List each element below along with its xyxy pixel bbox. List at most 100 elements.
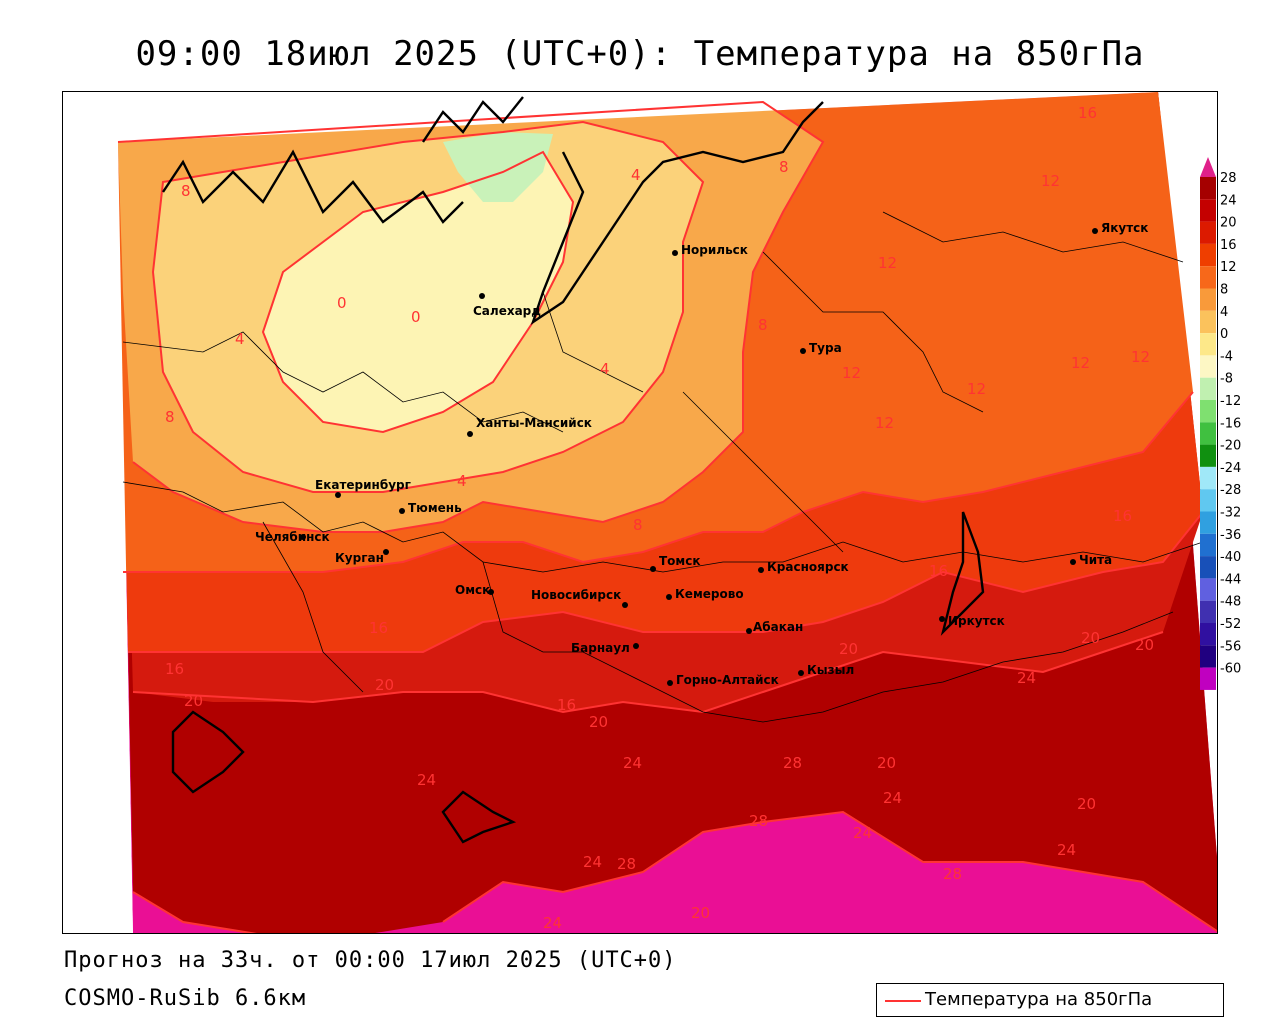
field-below-0	[443, 132, 553, 202]
forecast-info: Прогноз на 33ч. от 00:00 17июл 2025 (UTC…	[64, 948, 677, 973]
scale-tick-label: -12	[1220, 394, 1241, 409]
scale-tick-label: 20	[1220, 216, 1237, 231]
scale-tick-label: -48	[1220, 595, 1241, 610]
scale-tick-label: 12	[1220, 260, 1237, 275]
scale-swatch	[1200, 177, 1216, 200]
scale-tick-label: 28	[1220, 171, 1237, 186]
scale-swatch	[1200, 623, 1216, 646]
scale-swatch	[1200, 466, 1216, 490]
scale-swatch	[1200, 243, 1216, 267]
isotherm-label: 12	[842, 364, 861, 382]
scale-tick-label: -28	[1220, 483, 1241, 498]
scale-tick-label: 24	[1220, 193, 1237, 208]
isotherm-label: 8	[758, 316, 768, 334]
legend-label: Температура на 850гПа	[925, 989, 1153, 1010]
isotherm-label: 12	[875, 414, 894, 432]
isotherm-contours	[117, 100, 1217, 933]
city-marker	[800, 348, 806, 354]
city-label: Курган	[335, 551, 384, 565]
isotherm-label: 20	[839, 640, 858, 658]
isotherm-label: 4	[631, 166, 641, 184]
scale-tick-label: -36	[1220, 528, 1241, 543]
legend-line-swatch	[885, 1000, 921, 1002]
city-marker	[1092, 228, 1098, 234]
city-marker	[672, 250, 678, 256]
city-marker	[383, 549, 389, 555]
city-marker	[758, 567, 764, 573]
scale-arrow-top	[1200, 157, 1216, 177]
isotherm-label: 24	[1057, 841, 1076, 859]
outside-domain-nw	[63, 92, 1217, 142]
scale-tick-label: 8	[1220, 283, 1228, 298]
scale-swatch	[1200, 444, 1216, 467]
city-label: Томск	[659, 554, 701, 568]
isotherm-label: 24	[417, 771, 436, 789]
city-marker	[633, 643, 639, 649]
scale-tick-label: -24	[1220, 461, 1241, 476]
color-scale: 28 24 20 16 12 8 4 0 -4 -8 -12 -16 -20 -24 -28 -32 -36 -4…	[1200, 155, 1260, 710]
city-label: Екатеринбург	[315, 478, 411, 492]
isotherm-label: 24	[1017, 669, 1036, 687]
city-label: Омск	[455, 583, 490, 597]
scale-swatch	[1200, 600, 1216, 623]
scale-swatch	[1200, 667, 1216, 690]
city-marker	[399, 508, 405, 514]
isotherm-label: 24	[543, 914, 562, 932]
scale-swatch	[1200, 288, 1216, 311]
isotherm-label: 16	[369, 619, 388, 637]
isotherm-label: 28	[943, 865, 962, 883]
isotherm-label: 12	[878, 254, 897, 272]
scale-tick-label: 0	[1220, 327, 1228, 342]
scale-swatch	[1200, 578, 1216, 601]
isotherm-label: 24	[883, 789, 902, 807]
city-label: Чита	[1079, 553, 1112, 567]
scale-swatch	[1200, 489, 1216, 512]
city-markers	[300, 228, 1098, 686]
isotherm-label: 12	[967, 380, 986, 398]
isotherm-label: 12	[1071, 354, 1090, 372]
isotherm-labels: 16 8 4 8 12 0 0 4 4 8 12 12 12 12 12 12 …	[165, 104, 1154, 932]
coastlines	[162, 96, 985, 844]
city-label: Ханты-Мансийск	[476, 416, 592, 430]
isotherm-label: 12	[1041, 172, 1060, 190]
scale-tick-label: -20	[1220, 439, 1241, 454]
isotherm-label: 16	[1078, 104, 1097, 122]
city-label: Норильск	[681, 243, 748, 257]
scale-swatch	[1200, 556, 1216, 579]
city-label: Горно-Алтайск	[676, 673, 779, 687]
city-names: Салехард Норильск Якутск Тура Ханты-Манс…	[255, 221, 1148, 687]
isotherm-label: 20	[184, 692, 203, 710]
city-label: Кемерово	[675, 587, 744, 601]
scale-swatch	[1200, 333, 1216, 356]
isotherm-label: 20	[691, 904, 710, 922]
scale-swatch	[1200, 377, 1216, 400]
admin-borders	[122, 211, 1204, 723]
city-label: Тюмень	[408, 501, 462, 515]
isotherm-label: 12	[1131, 348, 1150, 366]
city-label: Красноярск	[767, 560, 849, 574]
isotherm-label: 24	[853, 824, 872, 842]
isotherm-label: 16	[1113, 507, 1132, 525]
city-marker	[666, 594, 672, 600]
isotherm-label: 8	[633, 516, 643, 534]
isotherm-label: 16	[557, 696, 576, 714]
city-marker	[335, 492, 341, 498]
scale-swatch	[1200, 400, 1216, 423]
city-marker	[300, 534, 306, 540]
scale-swatch	[1200, 422, 1216, 445]
isotherm-label: 16	[165, 660, 184, 678]
scale-tick-label: 4	[1220, 305, 1228, 320]
isotherm-label: 20	[1135, 636, 1154, 654]
scale-swatch	[1200, 221, 1216, 244]
isotherm-label: 8	[165, 408, 175, 426]
isotherm-label: 0	[411, 308, 421, 326]
city-marker	[479, 293, 485, 299]
city-label: Салехард	[473, 304, 541, 318]
city-label: Иркутск	[948, 614, 1005, 628]
scale-tick-label: -52	[1220, 617, 1241, 632]
city-marker	[798, 670, 804, 676]
scale-tick-label: 16	[1220, 238, 1237, 253]
page-title: 09:00 18июл 2025 (UTC+0): Температура на…	[135, 34, 1145, 74]
isotherm-label: 28	[617, 855, 636, 873]
isotherm-label: 20	[1081, 629, 1100, 647]
